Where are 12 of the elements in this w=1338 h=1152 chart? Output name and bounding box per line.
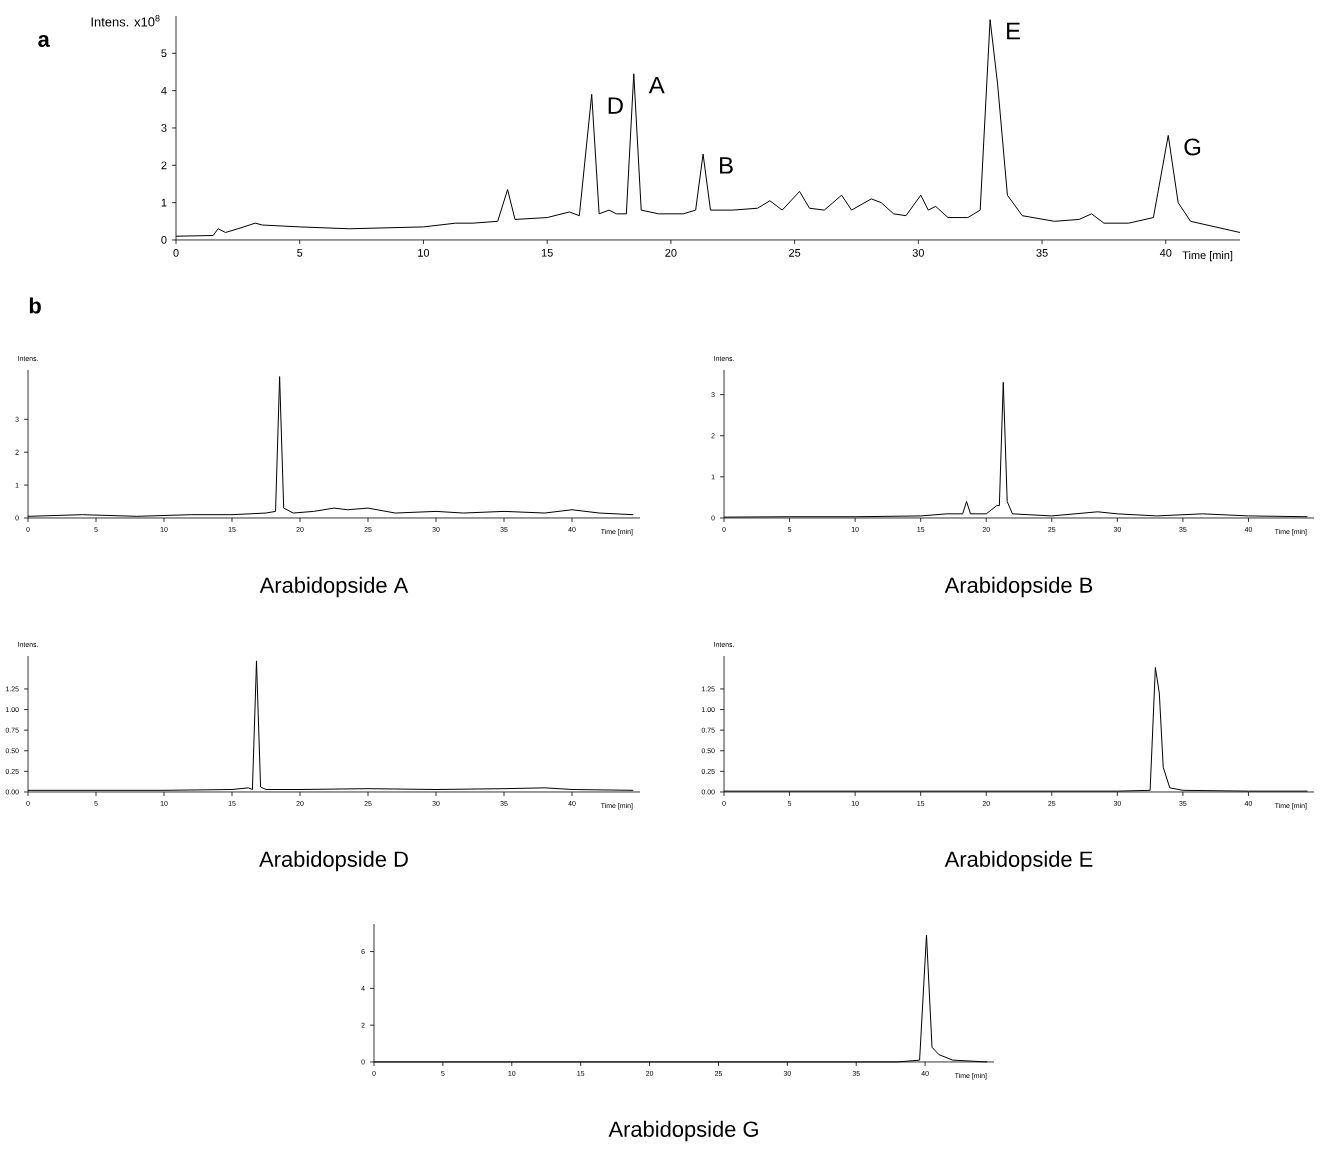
annotation: D — [608, 97, 623, 114]
annotation: B — [720, 157, 733, 174]
text: Arabidopside B — [944, 576, 1093, 598]
annotation: E — [1007, 22, 1021, 40]
text: Arabidopside E — [944, 850, 1093, 872]
annotation: A — [648, 76, 665, 94]
text: b — [29, 297, 41, 314]
text: Arabidopside G — [608, 1120, 758, 1142]
text: Arabidopside D — [259, 850, 408, 872]
annotation: G — [1184, 138, 1201, 156]
text: Arabidopside A — [259, 576, 409, 598]
text: a — [38, 34, 50, 47]
